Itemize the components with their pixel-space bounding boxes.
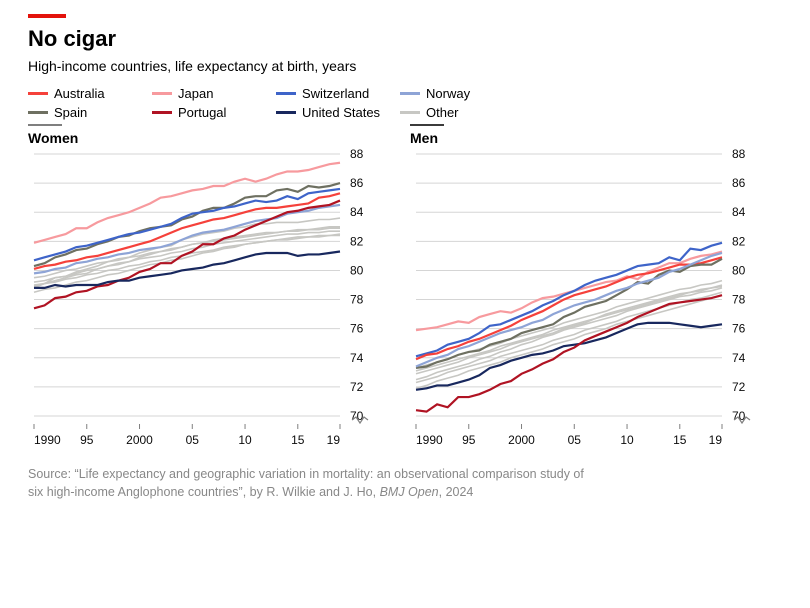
legend-label: Switzerland: [302, 86, 369, 101]
legend-swatch: [28, 111, 48, 114]
y-tick-label: 82: [350, 234, 364, 248]
chart-panels: Women70727476788082848688199095200005101…: [28, 124, 782, 453]
x-tick-label: 2000: [508, 433, 535, 447]
y-tick-label: 82: [732, 234, 746, 248]
source-ital: BMJ Open: [380, 485, 439, 499]
x-tick-label: 95: [80, 433, 94, 447]
y-tick-label: 84: [350, 205, 364, 219]
panel-tick: [410, 124, 444, 126]
y-tick-label: 84: [732, 205, 746, 219]
y-tick-label: 80: [732, 263, 746, 277]
x-tick-label: 15: [291, 433, 305, 447]
legend-item: United States: [276, 105, 396, 120]
line-chart: 70727476788082848688199095200005101519: [28, 148, 382, 448]
y-tick-label: 80: [350, 263, 364, 277]
legend-swatch: [152, 111, 172, 114]
x-tick-label: 15: [673, 433, 687, 447]
y-tick-label: 86: [350, 176, 364, 190]
x-tick-label: 2000: [126, 433, 153, 447]
legend-item: Japan: [152, 86, 272, 101]
y-tick-label: 86: [732, 176, 746, 190]
x-tick-label: 95: [462, 433, 476, 447]
legend-label: Norway: [426, 86, 470, 101]
legend-item: Switzerland: [276, 86, 396, 101]
x-tick-label: 10: [620, 433, 634, 447]
legend-swatch: [276, 111, 296, 114]
x-tick-label: 05: [568, 433, 582, 447]
legend-item: Australia: [28, 86, 148, 101]
line-chart: 70727476788082848688199095200005101519: [410, 148, 764, 448]
y-tick-label: 72: [732, 380, 746, 394]
legend-label: Portugal: [178, 105, 226, 120]
legend-swatch: [152, 92, 172, 95]
x-tick-label: 19: [327, 433, 341, 447]
source-suffix: , 2024: [439, 485, 474, 499]
y-tick-label: 88: [732, 148, 746, 161]
series-line: [416, 259, 722, 368]
legend-item: Other: [400, 105, 520, 120]
legend-label: Other: [426, 105, 459, 120]
legend-swatch: [400, 111, 420, 114]
y-tick-label: 78: [350, 293, 364, 307]
legend-label: United States: [302, 105, 380, 120]
legend-swatch: [28, 92, 48, 95]
legend: Australia Japan Switzerland Norway Spain Port…: [28, 86, 782, 120]
legend-label: Australia: [54, 86, 105, 101]
x-tick-label: 1990: [416, 433, 443, 447]
series-line-other: [416, 292, 722, 382]
chart-title: No cigar: [28, 26, 782, 52]
legend-item: Portugal: [152, 105, 272, 120]
y-tick-label: 78: [732, 293, 746, 307]
y-tick-label: 72: [350, 380, 364, 394]
chart-panel: Women70727476788082848688199095200005101…: [28, 124, 382, 453]
y-tick-label: 76: [732, 322, 746, 336]
series-line: [416, 323, 722, 390]
chart-panel: Men7072747678808284868819909520000510151…: [410, 124, 764, 453]
y-tick-label: 88: [350, 148, 364, 161]
y-tick-label: 74: [732, 351, 746, 365]
legend-label: Spain: [54, 105, 87, 120]
x-tick-label: 19: [709, 433, 723, 447]
series-line-other: [34, 236, 340, 287]
y-tick-label: 76: [350, 322, 364, 336]
panel-title: Women: [28, 130, 382, 146]
x-tick-label: 05: [186, 433, 200, 447]
source-prefix: Source: “Life expectancy and geographic …: [28, 467, 584, 499]
kicker-bar: [28, 14, 66, 18]
legend-swatch: [276, 92, 296, 95]
chart-source: Source: “Life expectancy and geographic …: [28, 465, 588, 501]
x-tick-label: 10: [238, 433, 252, 447]
x-tick-label: 1990: [34, 433, 61, 447]
chart-subtitle: High-income countries, life expectancy a…: [28, 58, 782, 74]
legend-item: Spain: [28, 105, 148, 120]
legend-item: Norway: [400, 86, 520, 101]
panel-tick: [28, 124, 62, 126]
panel-title: Men: [410, 130, 764, 146]
series-line-other: [416, 288, 722, 380]
legend-label: Japan: [178, 86, 213, 101]
legend-swatch: [400, 92, 420, 95]
y-tick-label: 74: [350, 351, 364, 365]
